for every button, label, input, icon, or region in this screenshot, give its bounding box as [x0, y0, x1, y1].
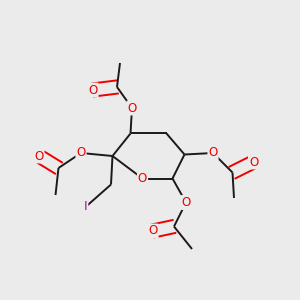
- Text: O: O: [249, 155, 258, 169]
- Text: O: O: [138, 172, 147, 185]
- Text: O: O: [128, 101, 136, 115]
- Text: I: I: [84, 200, 87, 214]
- Text: O: O: [148, 224, 158, 238]
- Text: O: O: [34, 149, 43, 163]
- Text: O: O: [182, 196, 190, 209]
- Text: O: O: [76, 146, 85, 160]
- Text: O: O: [208, 146, 217, 160]
- Text: O: O: [88, 83, 98, 97]
